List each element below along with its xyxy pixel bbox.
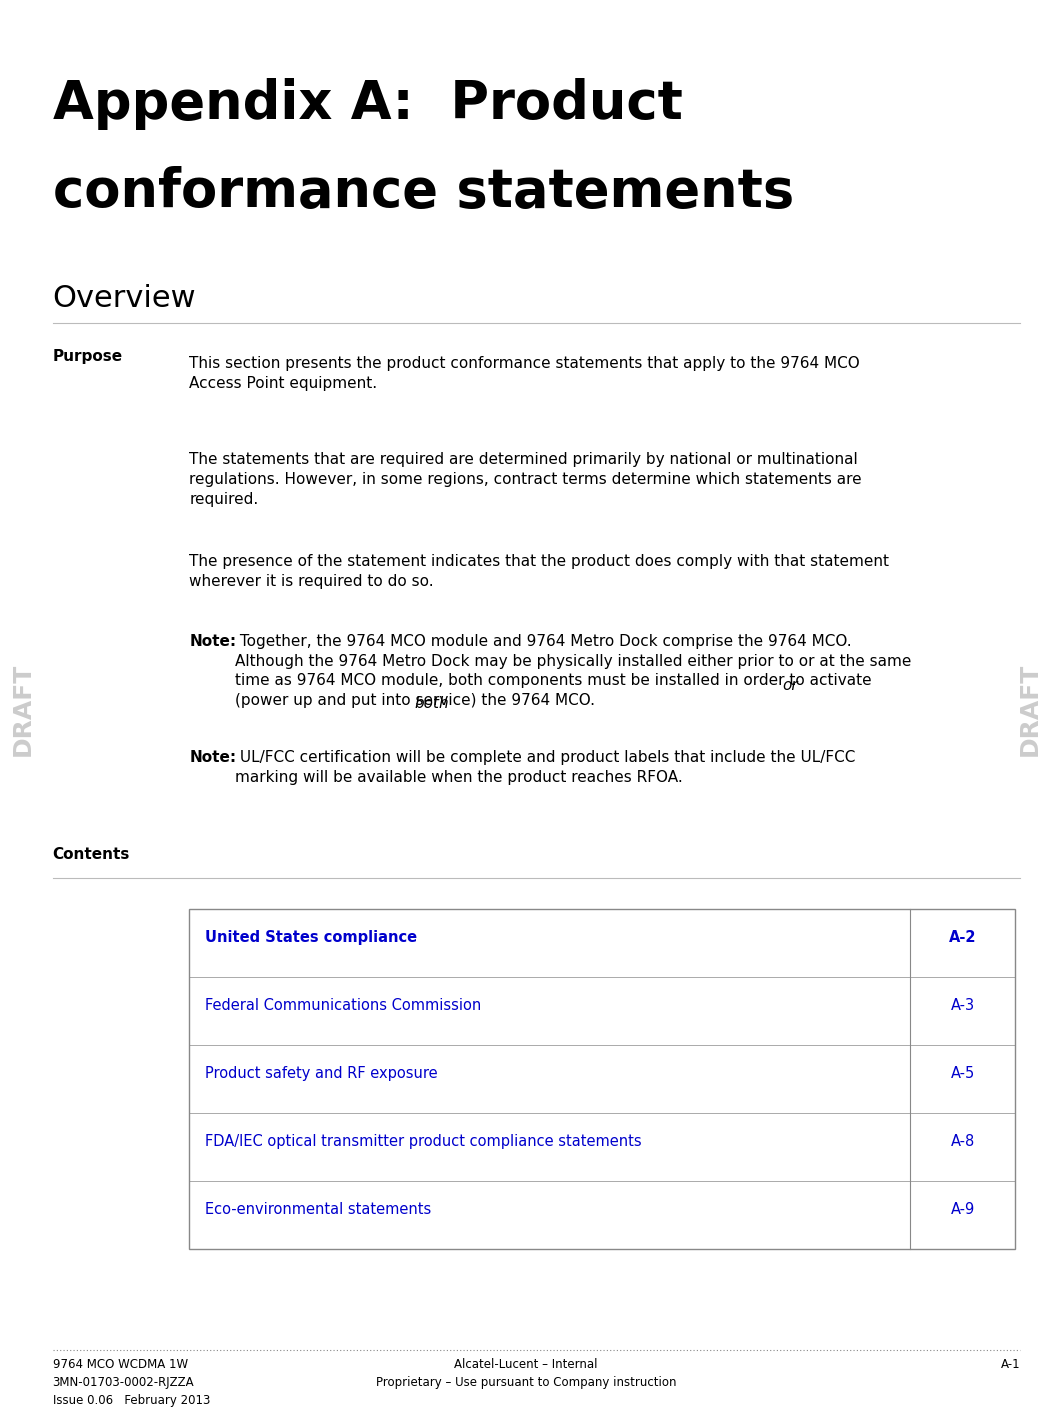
- Text: Overview: Overview: [53, 284, 197, 312]
- Text: FDA/IEC optical transmitter product compliance statements: FDA/IEC optical transmitter product comp…: [205, 1134, 642, 1149]
- Text: The statements that are required are determined primarily by national or multina: The statements that are required are det…: [189, 452, 862, 508]
- Text: This section presents the product conformance statements that apply to the 9764 : This section presents the product confor…: [189, 356, 861, 391]
- Bar: [189, 909, 1015, 1249]
- Text: Alcatel-Lucent – Internal
Proprietary – Use pursuant to Company instruction: Alcatel-Lucent – Internal Proprietary – …: [376, 1358, 676, 1390]
- Text: Contents: Contents: [53, 847, 130, 862]
- Text: both: both: [414, 696, 449, 712]
- Text: Together, the 9764 MCO module and 9764 Metro Dock comprise the 9764 MCO.
Althoug: Together, the 9764 MCO module and 9764 M…: [235, 634, 911, 708]
- Text: or: or: [783, 678, 798, 693]
- Text: A-8: A-8: [950, 1134, 975, 1149]
- Text: A-2: A-2: [949, 930, 976, 944]
- Text: Eco-environmental statements: Eco-environmental statements: [205, 1202, 431, 1217]
- Text: A-9: A-9: [950, 1202, 975, 1217]
- Text: conformance statements: conformance statements: [53, 166, 794, 218]
- Text: Note:: Note:: [189, 750, 237, 766]
- Text: Purpose: Purpose: [53, 349, 123, 364]
- Text: DRAFT: DRAFT: [1017, 662, 1041, 756]
- Text: The presence of the statement indicates that the product does comply with that s: The presence of the statement indicates …: [189, 554, 889, 590]
- Text: DRAFT: DRAFT: [11, 662, 35, 756]
- Text: Product safety and RF exposure: Product safety and RF exposure: [205, 1066, 438, 1081]
- Text: Federal Communications Commission: Federal Communications Commission: [205, 998, 482, 1012]
- Text: A-3: A-3: [951, 998, 974, 1012]
- Text: UL/FCC certification will be complete and product labels that include the UL/FCC: UL/FCC certification will be complete an…: [235, 750, 855, 786]
- Text: United States compliance: United States compliance: [205, 930, 418, 944]
- Text: Appendix A:  Product: Appendix A: Product: [53, 78, 683, 130]
- Text: A-5: A-5: [950, 1066, 975, 1081]
- Text: 9764 MCO WCDMA 1W
3MN-01703-0002-RJZZA
Issue 0.06   February 2013: 9764 MCO WCDMA 1W 3MN-01703-0002-RJZZA I…: [53, 1358, 210, 1408]
- Text: A-1: A-1: [1000, 1358, 1020, 1371]
- Text: Note:: Note:: [189, 634, 237, 649]
